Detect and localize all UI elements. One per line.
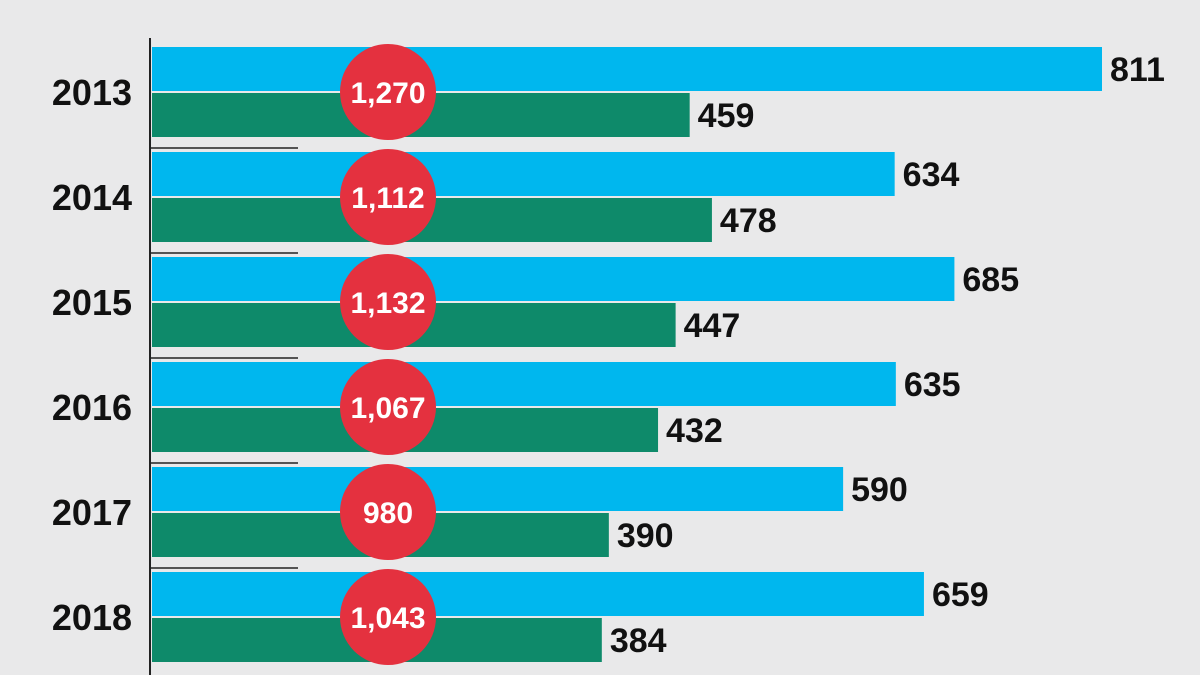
total-badge-2017 (340, 464, 436, 560)
value-label-2014-series-1: 634 (903, 156, 960, 194)
total-badge-2015 (340, 254, 436, 350)
category-label-2015: 2015 (52, 282, 132, 323)
total-label-2018: 1,043 (350, 602, 425, 635)
bar-2017-series-1 (152, 467, 844, 511)
value-label-2018-series-2: 384 (610, 622, 667, 660)
value-label-2017-series-1: 590 (851, 471, 908, 509)
category-label-2018: 2018 (52, 597, 132, 638)
value-label-2013-series-1: 811 (1110, 51, 1165, 89)
category-label-2017: 2017 (52, 492, 132, 533)
total-badge-2013 (340, 44, 436, 140)
bar-2015-series-1 (152, 257, 955, 301)
totals: 1,270 1,112 1,132 1,067 980 1,043 (340, 44, 436, 665)
bar-2018-series-1 (152, 572, 924, 616)
total-label-2015: 1,132 (350, 287, 425, 320)
total-label-2016: 1,067 (350, 392, 425, 425)
total-badge-2016 (340, 359, 436, 455)
value-label-2015-series-2: 447 (684, 307, 741, 345)
bar-2016-series-1 (152, 362, 896, 406)
bar-2013-series-1 (152, 47, 1102, 91)
value-label-2014-series-2: 478 (720, 202, 777, 240)
separators (150, 147, 298, 569)
bars (152, 47, 1102, 662)
value-label-2016-series-1: 635 (904, 366, 961, 404)
total-badge-2018 (340, 569, 436, 665)
category-label-2016: 2016 (52, 387, 132, 428)
total-label-2014: 1,112 (351, 182, 424, 215)
value-label-2015-series-1: 685 (962, 261, 1019, 299)
total-badge-2014 (340, 149, 436, 245)
value-label-2013-series-2: 459 (698, 97, 755, 135)
bar-2014-series-1 (152, 152, 895, 196)
value-label-2017-series-2: 390 (617, 517, 674, 555)
category-label-2014: 2014 (52, 177, 132, 218)
category-labels: 2013 2014 2015 2016 2017 2018 (52, 72, 132, 638)
category-label-2013: 2013 (52, 72, 132, 113)
value-label-2016-series-2: 432 (666, 412, 723, 450)
value-label-2018-series-1: 659 (932, 576, 989, 614)
value-labels: 811 459 634 478 685 447 635 432 590 390 659 384 (610, 51, 1165, 660)
total-label-2017: 980 (363, 497, 413, 530)
total-label-2013: 1,270 (350, 77, 425, 110)
